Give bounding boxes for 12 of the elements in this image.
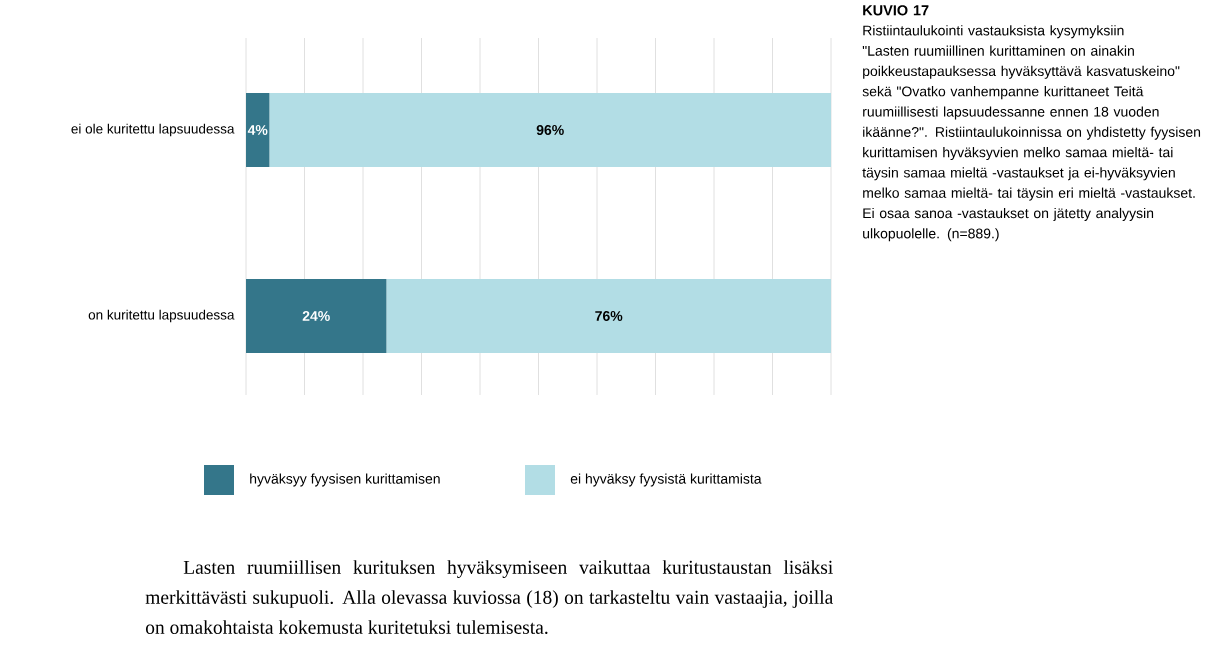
data-label: 96%: [536, 125, 564, 135]
legend-label: hyväksyy fyysisen kurittamisen: [250, 473, 440, 487]
data-label: 24%: [302, 311, 330, 321]
y-tick-label: ei ole kuritettu lapsuudessa: [71, 123, 235, 137]
data-label: 4%: [247, 125, 268, 135]
text: Ristiintaulukointi vastauksista kysymyksiin "Lasten ruumiillinen kurittaminen on ainakin poikkeustapauksessa hyväksyttävä kasvatuskeino" sekä "Ovatko vanhempanne kurittaneet Teitä ruumiillisesti lapsuudessanne ennen 18 vuoden ikäänne?". Ristiintaulukoinnissa on yhdistetty fyysisen kurittamisen hyväksyvien melko samaa mieltä- tai täysin samaa mieltä -vastaukset ja ei-hyväksyvien melko samaa mieltä- tai täysin eri mieltä -vastaukset.: [862, 25, 1201, 201]
text: KUVIO 17: [863, 5, 929, 16]
text: Ei osaa sanoa -vastaukset on jätetty analyysin ulkopuolelle. (n=889.): [863, 207, 1154, 242]
legend-label: ei hyväksy fyysistä kurittamista: [570, 473, 762, 487]
y-tick-label: on kuritettu lapsuudessa: [88, 309, 235, 323]
data-label: 76%: [595, 311, 623, 321]
text: Lasten ruumiillisen kurituksen hyväksymiseen vaikuttaa kuritustaustan lisäksi merkittävästi sukupuoli. Alla olevassa kuviossa (18) on tarkasteltu vain vastaajia, joilla on omakohtaista kokemusta kuritetuksi tulemisesta.: [145, 560, 834, 634]
